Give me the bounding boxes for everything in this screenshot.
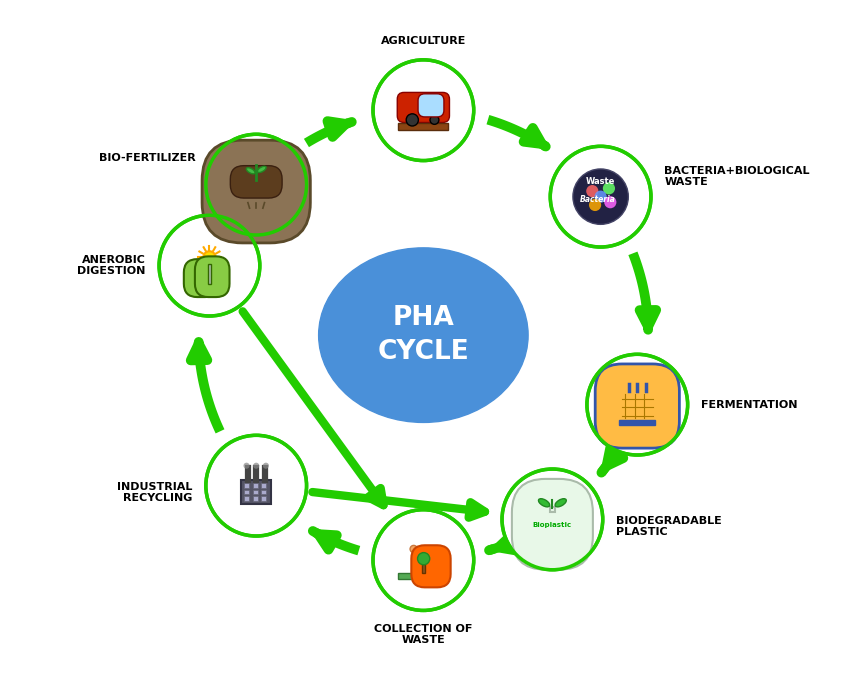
Circle shape (373, 60, 473, 160)
Text: Bioplastic: Bioplastic (533, 522, 572, 528)
FancyBboxPatch shape (252, 483, 258, 487)
Circle shape (243, 462, 250, 468)
Circle shape (587, 354, 688, 455)
Circle shape (586, 185, 598, 197)
Text: Bacteria: Bacteria (580, 195, 615, 204)
FancyBboxPatch shape (422, 564, 425, 573)
Circle shape (410, 546, 417, 552)
Circle shape (373, 510, 473, 611)
Circle shape (159, 215, 260, 316)
Ellipse shape (538, 499, 550, 507)
Circle shape (589, 199, 601, 211)
Circle shape (206, 435, 307, 536)
Text: BACTERIA+BIOLOGICAL
WASTE: BACTERIA+BIOLOGICAL WASTE (665, 166, 810, 187)
Circle shape (417, 552, 430, 565)
Circle shape (502, 469, 603, 570)
Text: ANEROBIC
DIGESTION: ANEROBIC DIGESTION (77, 255, 145, 276)
FancyBboxPatch shape (208, 264, 211, 284)
FancyBboxPatch shape (252, 496, 258, 501)
FancyBboxPatch shape (262, 496, 266, 501)
FancyBboxPatch shape (262, 489, 266, 494)
FancyBboxPatch shape (411, 545, 450, 588)
Ellipse shape (319, 248, 528, 422)
FancyBboxPatch shape (595, 364, 679, 448)
Text: FERMENTATION: FERMENTATION (701, 399, 797, 410)
Circle shape (263, 462, 269, 468)
FancyBboxPatch shape (244, 483, 249, 487)
Text: BIODEGRADABLE
PLASTIC: BIODEGRADABLE PLASTIC (616, 515, 722, 537)
Ellipse shape (258, 167, 266, 173)
Circle shape (430, 116, 439, 125)
FancyBboxPatch shape (230, 166, 282, 198)
Circle shape (406, 114, 418, 126)
FancyBboxPatch shape (550, 507, 555, 512)
Circle shape (603, 182, 615, 194)
Text: Waste: Waste (586, 177, 615, 186)
FancyBboxPatch shape (262, 483, 266, 487)
FancyBboxPatch shape (244, 489, 249, 494)
Circle shape (594, 190, 607, 202)
FancyBboxPatch shape (202, 140, 310, 243)
Circle shape (203, 251, 216, 263)
Ellipse shape (555, 499, 566, 507)
Text: BIO-FERTILIZER: BIO-FERTILIZER (99, 153, 196, 162)
Circle shape (206, 134, 307, 235)
FancyBboxPatch shape (399, 573, 448, 580)
FancyBboxPatch shape (244, 496, 249, 501)
Ellipse shape (246, 168, 255, 174)
Text: COLLECTION OF
WASTE: COLLECTION OF WASTE (374, 624, 473, 645)
Circle shape (573, 169, 628, 224)
FancyBboxPatch shape (512, 479, 593, 569)
Text: PHA
CYCLE: PHA CYCLE (377, 305, 469, 365)
Circle shape (550, 146, 651, 247)
FancyBboxPatch shape (241, 480, 271, 504)
FancyBboxPatch shape (397, 93, 450, 123)
Circle shape (604, 196, 616, 209)
Text: INDUSTRIAL
RECYCLING: INDUSTRIAL RECYCLING (117, 482, 192, 503)
FancyBboxPatch shape (418, 94, 444, 117)
FancyBboxPatch shape (620, 420, 655, 425)
Circle shape (253, 462, 259, 468)
FancyBboxPatch shape (399, 123, 448, 130)
Text: AGRICULTURE: AGRICULTURE (381, 37, 466, 47)
FancyBboxPatch shape (184, 259, 218, 297)
FancyBboxPatch shape (252, 489, 258, 494)
FancyBboxPatch shape (195, 257, 230, 297)
